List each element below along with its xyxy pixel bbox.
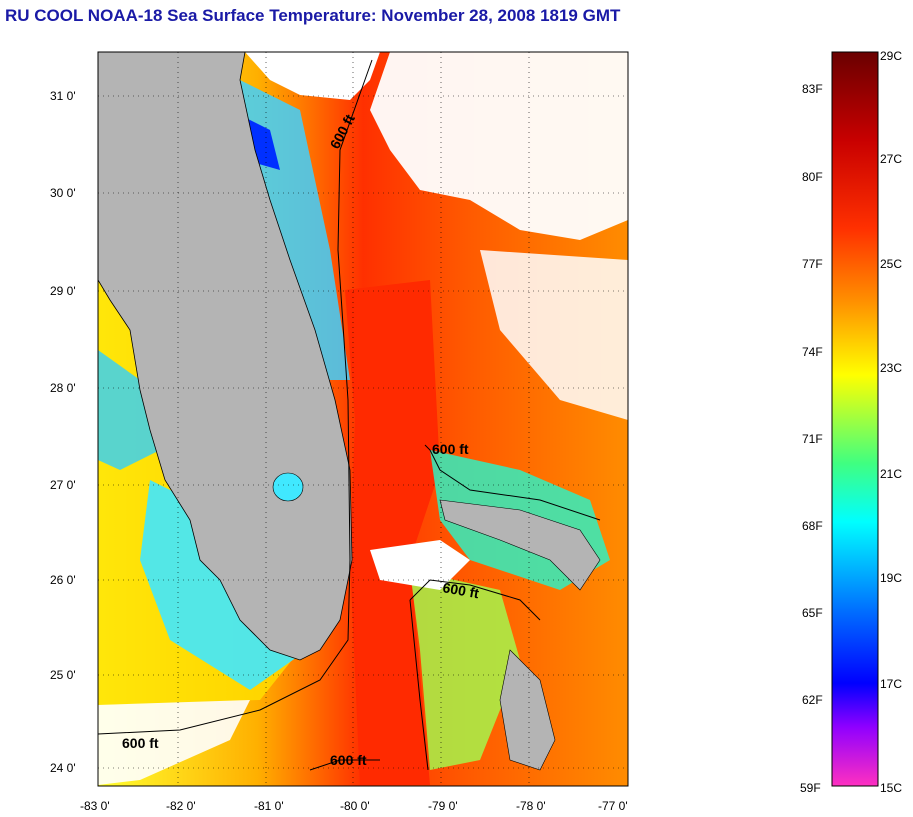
lon-tick-label: -77 0'	[598, 799, 628, 813]
lat-tick-label: 31 0'	[50, 89, 76, 103]
colorbar-scale	[831, 51, 879, 787]
lon-tick-label: -79 0'	[428, 799, 458, 813]
lat-tick-label: 26 0'	[50, 573, 76, 587]
colorbar-f-label: 77F	[802, 257, 823, 271]
longitude-axis: -83 0' -82 0' -81 0' -80 0' -79 0' -78 0…	[80, 799, 628, 813]
cloud-patch	[480, 250, 628, 420]
isobath-600ft-bahamas-north	[424, 444, 601, 521]
colorbar-c-label: 17C	[880, 677, 902, 691]
colorbar-c-label: 23C	[880, 361, 902, 375]
cloud-patch	[245, 52, 380, 100]
contour-label: 600 ft	[330, 752, 367, 768]
colorbar-f-label: 80F	[802, 170, 823, 184]
cloud-patch	[370, 540, 470, 590]
colorbar-c-label: 27C	[880, 152, 902, 166]
lon-tick-label: -82 0'	[166, 799, 196, 813]
colorbar-f-label: 68F	[802, 519, 823, 533]
colorbar-f-label: 65F	[802, 606, 823, 620]
isobath-600ft-florida	[98, 59, 373, 735]
colorbar-c-label: 19C	[880, 571, 902, 585]
colorbar-c-label: 15C	[880, 781, 902, 795]
latitude-axis: 31 0' 30 0' 29 0' 28 0' 27 0' 26 0' 25 0…	[50, 89, 76, 775]
lat-tick-label: 30 0'	[50, 186, 76, 200]
lon-tick-label: -80 0'	[340, 799, 370, 813]
lat-tick-label: 29 0'	[50, 284, 76, 298]
colorbar-f-label: 83F	[802, 82, 823, 96]
lat-tick-label: 25 0'	[50, 668, 76, 682]
lon-tick-label: -81 0'	[254, 799, 284, 813]
isobath-600ft-keys	[309, 759, 380, 771]
colorbar-f-label: 59F	[800, 781, 821, 795]
colorbar-c-label: 29C	[880, 49, 902, 63]
graticule	[98, 52, 628, 786]
contour-label: 600 ft	[122, 735, 159, 751]
map-frame	[97, 51, 629, 787]
lat-tick-label: 28 0'	[50, 381, 76, 395]
colorbar-f-label: 62F	[802, 693, 823, 707]
map-area	[98, 52, 628, 786]
contour-label: 600 ft	[432, 441, 469, 457]
lat-tick-label: 24 0'	[50, 761, 76, 775]
gulf-coast-water	[98, 350, 160, 470]
map-title: RU COOL NOAA-18 Sea Surface Temperature:…	[5, 6, 621, 25]
florida-landmass	[98, 52, 353, 661]
temperature-colorbar: 83F 80F 77F 74F 71F 68F 65F 62F 59F 29C …	[800, 49, 902, 795]
lake-okeechobee	[272, 472, 304, 502]
great-bahama-bank-water	[410, 570, 520, 770]
isobath-600ft-bahamas-west	[409, 579, 541, 621]
colorbar-c-label: 21C	[880, 467, 902, 481]
colorbar-f-label: 74F	[802, 345, 823, 359]
lat-tick-label: 27 0'	[50, 478, 76, 492]
isobath-600ft-channel	[409, 599, 429, 771]
colorbar-f-label: 71F	[802, 432, 823, 446]
andros-island	[499, 649, 556, 771]
lon-tick-label: -78 0'	[516, 799, 546, 813]
colorbar-c-label: 25C	[880, 257, 902, 271]
lon-tick-label: -83 0'	[80, 799, 110, 813]
cloud-patch	[98, 700, 250, 785]
contour-label: 600 ft	[441, 579, 480, 601]
abaco-island	[439, 499, 601, 591]
